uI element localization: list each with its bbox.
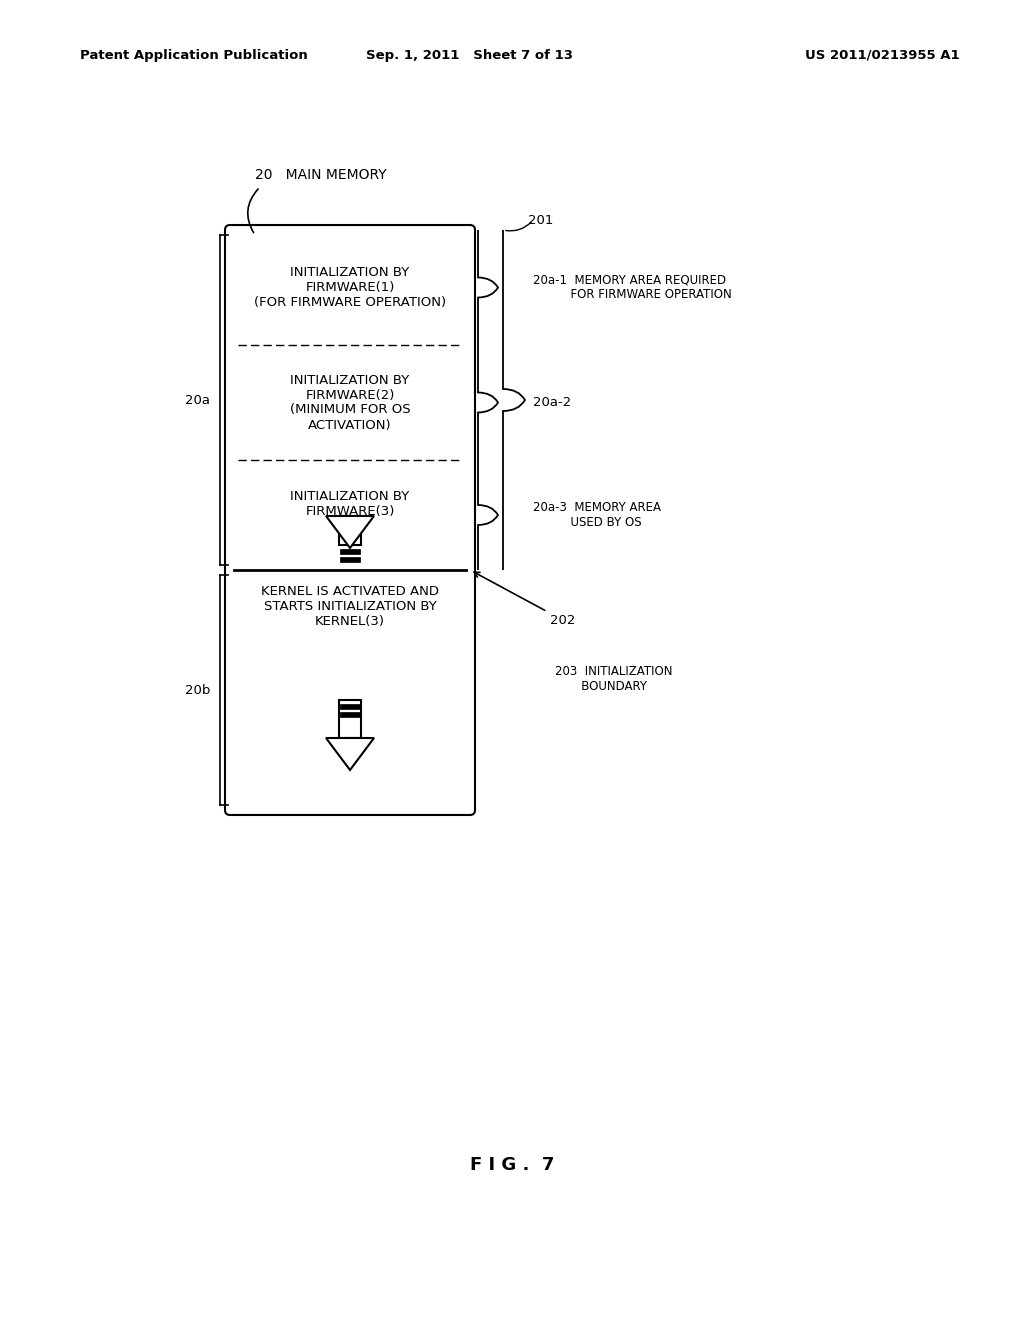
Polygon shape [340, 557, 360, 562]
Polygon shape [340, 711, 360, 717]
Text: 20a-2: 20a-2 [534, 396, 571, 409]
Text: 20b: 20b [184, 684, 210, 697]
Polygon shape [326, 516, 374, 548]
Text: Patent Application Publication: Patent Application Publication [80, 49, 308, 62]
Text: US 2011/0213955 A1: US 2011/0213955 A1 [805, 49, 961, 62]
Polygon shape [339, 516, 361, 545]
Text: Sep. 1, 2011   Sheet 7 of 13: Sep. 1, 2011 Sheet 7 of 13 [367, 49, 573, 62]
Text: 20a: 20a [185, 393, 210, 407]
Polygon shape [326, 738, 374, 770]
Polygon shape [340, 704, 360, 709]
Text: KERNEL IS ACTIVATED AND
STARTS INITIALIZATION BY
KERNEL(3): KERNEL IS ACTIVATED AND STARTS INITIALIZ… [261, 585, 439, 628]
Text: 20   MAIN MEMORY: 20 MAIN MEMORY [255, 168, 387, 182]
Text: 202: 202 [474, 572, 575, 627]
Text: 20a-1  MEMORY AREA REQUIRED
          FOR FIRMWARE OPERATION: 20a-1 MEMORY AREA REQUIRED FOR FIRMWARE … [534, 273, 732, 301]
Text: INITIALIZATION BY
FIRMWARE(3): INITIALIZATION BY FIRMWARE(3) [291, 490, 410, 517]
Polygon shape [339, 700, 361, 738]
Text: INITIALIZATION BY
FIRMWARE(2)
(MINIMUM FOR OS
ACTIVATION): INITIALIZATION BY FIRMWARE(2) (MINIMUM F… [290, 374, 411, 432]
Text: 201: 201 [528, 214, 553, 227]
Text: 203  INITIALIZATION
       BOUNDARY: 203 INITIALIZATION BOUNDARY [555, 665, 673, 693]
Polygon shape [340, 549, 360, 554]
Text: INITIALIZATION BY
FIRMWARE(1)
(FOR FIRMWARE OPERATION): INITIALIZATION BY FIRMWARE(1) (FOR FIRMW… [254, 267, 446, 309]
Text: 20a-3  MEMORY AREA
          USED BY OS: 20a-3 MEMORY AREA USED BY OS [534, 502, 662, 529]
FancyBboxPatch shape [225, 224, 475, 814]
Text: F I G .  7: F I G . 7 [470, 1156, 554, 1173]
